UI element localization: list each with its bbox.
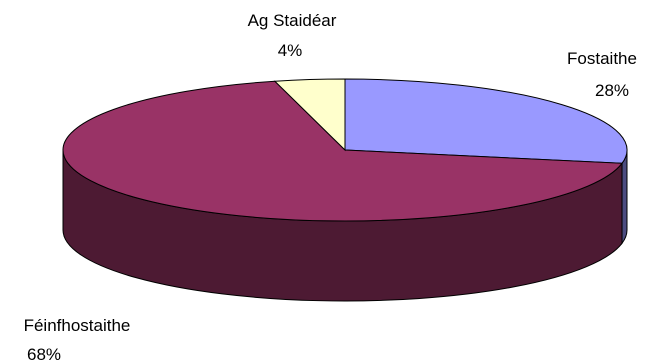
label-feinfhostaithe: Féinfhostaithe xyxy=(24,316,131,335)
pie-side-fostaithe xyxy=(621,149,628,245)
label-ag-staidear: Ag Staidéar xyxy=(248,11,337,30)
label-fostaithe: Fostaithe xyxy=(567,49,637,68)
label-feinfhostaithe-value: 68% xyxy=(27,345,61,362)
pie-slice-fostaithe xyxy=(344,78,628,164)
pie-slice-feinfhostaithe xyxy=(62,80,623,222)
label-ag-staidear-value: 4% xyxy=(278,41,303,60)
pie-slice-ag-staidear xyxy=(273,78,346,152)
pie-tops xyxy=(62,78,628,222)
label-fostaithe-value: 28% xyxy=(595,81,629,100)
